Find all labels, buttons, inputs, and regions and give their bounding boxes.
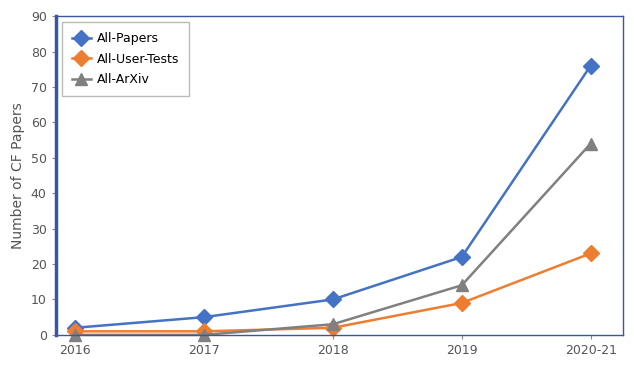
All-ArXiv: [200, 333, 208, 337]
Y-axis label: Number of CF Papers: Number of CF Papers: [11, 102, 25, 249]
All-ArXiv: [587, 141, 595, 146]
Line: All-Papers: All-Papers: [70, 60, 596, 333]
All-ArXiv: [71, 333, 79, 337]
Legend: All-Papers, All-User-Tests, All-ArXiv: All-Papers, All-User-Tests, All-ArXiv: [62, 22, 190, 96]
Line: All-User-Tests: All-User-Tests: [70, 248, 596, 337]
All-Papers: [458, 255, 465, 259]
All-User-Tests: [329, 326, 337, 330]
All-Papers: [587, 64, 595, 68]
All-Papers: [71, 326, 79, 330]
All-User-Tests: [71, 329, 79, 333]
All-User-Tests: [587, 251, 595, 256]
All-Papers: [329, 297, 337, 302]
All-User-Tests: [200, 329, 208, 333]
All-ArXiv: [329, 322, 337, 326]
All-Papers: [200, 315, 208, 319]
All-ArXiv: [458, 283, 465, 287]
Line: All-ArXiv: All-ArXiv: [70, 138, 596, 340]
All-User-Tests: [458, 301, 465, 305]
